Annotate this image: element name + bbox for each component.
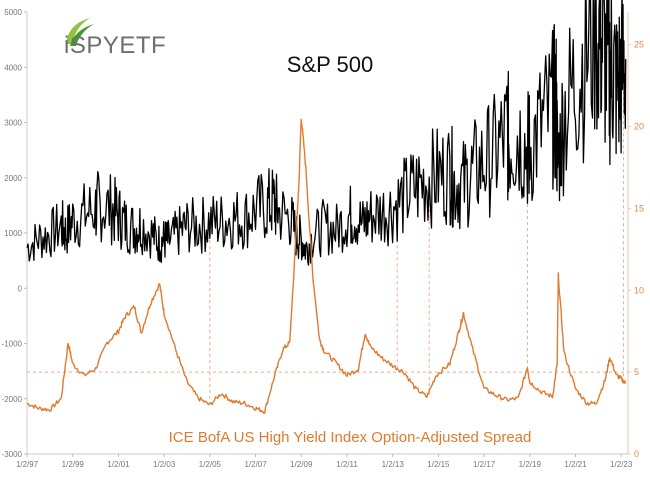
x-tick-label: 1/2/09 <box>290 460 313 469</box>
x-tick-label: 1/2/11 <box>336 460 358 469</box>
x-tick-label: 1/2/15 <box>427 460 450 469</box>
spread-series-label: ICE BofA US High Yield Index Option-Adju… <box>169 429 532 446</box>
x-tick-label: 1/2/23 <box>610 460 633 469</box>
x-tick-label: 1/2/97 <box>16 460 39 469</box>
left-tick-label: -1000 <box>2 340 23 349</box>
right-tick-label: 5 <box>634 367 639 377</box>
x-tick-label: 1/2/01 <box>107 460 130 469</box>
left-tick-label: 1000 <box>4 229 22 238</box>
right-tick-label: 20 <box>634 122 644 132</box>
logo-text: iSPYETF <box>64 32 167 59</box>
right-tick-label: 0 <box>634 449 639 459</box>
x-tick-label: 1/2/99 <box>62 460 85 469</box>
x-tick-label: 1/2/03 <box>153 460 176 469</box>
right-tick-label: 10 <box>634 285 644 295</box>
x-tick-label: 1/2/13 <box>382 460 405 469</box>
left-tick-label: 5000 <box>4 8 22 17</box>
x-tick-label: 1/2/07 <box>244 460 267 469</box>
x-tick-label: 1/2/05 <box>199 460 222 469</box>
logo-swoosh-icon <box>66 18 94 46</box>
right-tick-label: 15 <box>634 203 644 213</box>
x-axis-ticks: 1/2/97 1/2/99 1/2/01 1/2/03 1/2/05 1/2/07 1/2/… <box>16 454 633 469</box>
right-axis-ticks: 25 20 15 10 5 0 <box>628 40 644 459</box>
left-tick-label: 3000 <box>4 119 22 128</box>
left-axis-ticks: 5000 4000 3000 2000 1000 0 -1000 -2000 -3000 <box>2 8 27 459</box>
left-tick-label: 2000 <box>4 174 22 183</box>
ispyetf-logo <box>60 18 200 74</box>
x-tick-label: 1/2/17 <box>473 460 496 469</box>
right-tick-label: 25 <box>634 40 644 50</box>
x-tick-label: 1/2/19 <box>519 460 542 469</box>
left-tick-label: -3000 <box>2 450 23 459</box>
x-tick-label: 1/2/21 <box>564 460 587 469</box>
series-line-sp500 <box>26 0 627 266</box>
left-tick-label: 0 <box>18 284 23 293</box>
series-line-spread <box>26 118 627 414</box>
left-tick-label: 4000 <box>4 63 22 72</box>
chart-title: S&P 500 <box>287 52 373 77</box>
left-tick-label: -2000 <box>2 395 23 404</box>
